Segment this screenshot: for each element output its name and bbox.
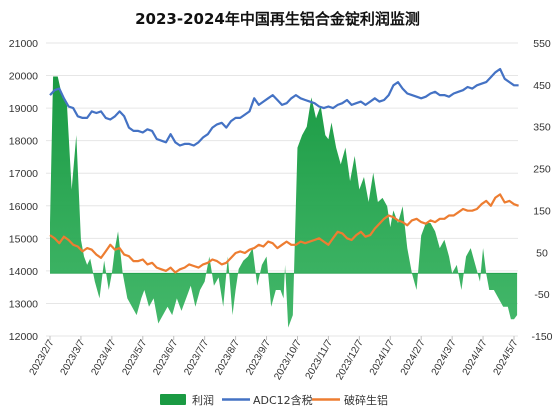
price-lines-layer (49, 67, 519, 274)
x-axis: 2023/2/7 2023/3/7 2023/4/7 2023/5/7 2023/6/7… (28, 336, 521, 382)
x-tick-label: 2023/9/7 (244, 338, 273, 378)
x-tick-label: 2023/3/7 (59, 338, 88, 378)
right-tick-label: 150 (533, 205, 551, 217)
x-tick-label: 2024/3/7 (430, 338, 459, 378)
x-tick-label: 2024/1/7 (368, 338, 397, 378)
chart-title: 2023-2024年中国再生铝合金锭利润监测 (135, 10, 420, 28)
x-tick-label: 2024/4/7 (461, 338, 490, 378)
left-tick-label: 13000 (9, 298, 38, 310)
legend-label-scrap: 破碎生铝 (344, 393, 388, 407)
left-tick-label: 21000 (9, 38, 38, 50)
x-tick-label: 2024/5/7 (492, 338, 521, 378)
right-tick-label: 450 (533, 80, 551, 92)
right-tick-label: -150 (531, 331, 552, 343)
x-tick-label: 2023/2/7 (28, 338, 57, 378)
left-tick-label: 19000 (9, 103, 38, 115)
left-tick-label: 20000 (9, 71, 38, 83)
grid-lines (46, 42, 518, 337)
x-tick-label: 2023/7/7 (182, 338, 211, 378)
left-tick-label: 16000 (9, 201, 38, 213)
right-tick-label: 50 (536, 247, 548, 259)
x-tick-label: 2023/8/7 (213, 338, 242, 378)
x-tick-label: 2024/2/7 (399, 338, 428, 378)
chart-legend: 利润 ADC12含税 破碎生铝 (160, 393, 388, 407)
profit-area-layer (50, 76, 518, 328)
x-tick-label: 2023/12/7 (334, 338, 366, 382)
left-tick-label: 12000 (9, 331, 38, 343)
right-tick-label: 250 (533, 164, 551, 176)
left-y-axis: 12000 13000 14000 15000 16000 17000 18000 19000… (9, 38, 38, 343)
left-tick-label: 14000 (9, 266, 38, 278)
x-tick-label: 2023/11/7 (304, 338, 336, 382)
adc12-price-line (49, 67, 519, 147)
x-tick-label: 2023/4/7 (89, 338, 118, 378)
legend-label-adc12: ADC12含税 (253, 393, 313, 407)
profit-area (50, 76, 518, 328)
legend-swatch-profit (160, 394, 186, 405)
right-tick-label: 350 (533, 122, 551, 134)
legend-label-profit: 利润 (192, 393, 214, 407)
x-tick-label: 2023/6/7 (151, 338, 180, 378)
right-tick-label: -50 (534, 289, 549, 301)
scrap-price-line (49, 193, 519, 274)
right-tick-label: 550 (533, 38, 551, 50)
right-y-axis: -150 -50 50 150 250 350 450 550 (531, 38, 552, 343)
left-tick-label: 18000 (9, 136, 38, 148)
x-tick-label: 2023/5/7 (120, 338, 149, 378)
left-tick-label: 15000 (9, 233, 38, 245)
x-tick-label: 2023/10/7 (272, 338, 304, 382)
left-tick-label: 17000 (9, 168, 38, 180)
